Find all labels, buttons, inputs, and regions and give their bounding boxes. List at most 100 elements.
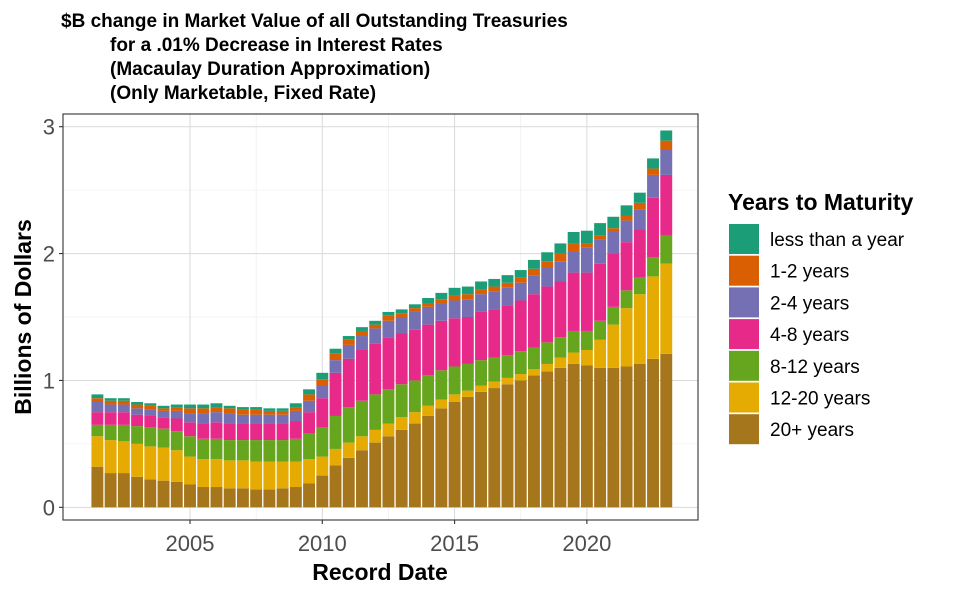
- bar-segment: [448, 300, 461, 319]
- bar-segment: [250, 414, 263, 424]
- title-line-1: $B change in Market Value of all Outstan…: [61, 11, 568, 32]
- bar-segment: [580, 272, 593, 331]
- bar-segment: [541, 261, 554, 268]
- bar-segment: [461, 396, 474, 508]
- y-tick-label: 0: [43, 495, 55, 520]
- bar-segment: [144, 427, 157, 447]
- bar-segment: [223, 413, 236, 424]
- bar-segment: [369, 442, 382, 508]
- bar-segment: [594, 367, 607, 508]
- bar-segment: [104, 473, 117, 508]
- bar-segment: [528, 375, 540, 508]
- bar-segment: [488, 381, 501, 389]
- bar-segment: [633, 363, 646, 508]
- bar-segment: [435, 399, 448, 409]
- bar-segment: [104, 400, 117, 405]
- legend-label: less than a year: [770, 230, 905, 251]
- bar-segment: [660, 130, 673, 141]
- bar-segment: [184, 456, 196, 485]
- chart-title: $B change in Market Value of all Outstan…: [61, 11, 568, 104]
- bar-segment: [647, 168, 659, 175]
- bar-segment: [633, 202, 646, 210]
- bar-segment: [620, 290, 633, 309]
- bar-segment: [369, 394, 382, 430]
- bar-segment: [461, 299, 474, 317]
- bar-segment: [541, 286, 554, 343]
- bar-segment: [594, 223, 607, 236]
- bar-segment: [197, 408, 210, 414]
- bar-segment: [223, 488, 236, 508]
- bar-segment: [170, 481, 183, 508]
- bar-segment: [236, 423, 249, 441]
- bar-segment: [408, 412, 421, 424]
- bar-segment: [369, 328, 382, 344]
- bar-segment: [157, 428, 170, 448]
- bar-segment: [91, 412, 104, 425]
- bar-segment: [223, 460, 236, 489]
- bar-segment: [488, 286, 501, 292]
- bar-segment: [461, 286, 474, 295]
- bar-segment: [144, 409, 157, 416]
- bar-segment: [448, 366, 461, 395]
- bar-segment: [607, 306, 620, 325]
- bar-segment: [197, 487, 210, 508]
- bar-segment: [475, 281, 487, 290]
- bar-segment: [329, 348, 342, 354]
- bar-segment: [276, 414, 289, 424]
- bar-segment: [303, 459, 316, 484]
- bar-segment: [435, 292, 448, 300]
- bar-segment: [408, 308, 421, 312]
- bar-segment: [210, 403, 223, 408]
- bar-segment: [567, 330, 580, 353]
- bar-segment: [395, 333, 408, 385]
- bar-segment: [528, 294, 540, 348]
- bar-segment: [356, 349, 368, 401]
- legend-label: 20+ years: [770, 420, 854, 441]
- bar-segment: [660, 235, 673, 264]
- x-tick-label: 2015: [430, 531, 479, 556]
- bar-segment: [580, 230, 593, 244]
- bar-segment: [607, 228, 620, 232]
- bar-segment: [342, 442, 355, 458]
- bar-segment: [342, 336, 355, 340]
- bar-segment: [541, 371, 554, 508]
- bar-segment: [528, 347, 540, 370]
- bar-segment: [157, 408, 170, 411]
- bar-segment: [554, 281, 567, 338]
- bar-segment: [263, 489, 276, 508]
- legend-label: 4-8 years: [770, 325, 849, 346]
- bar-segment: [382, 315, 395, 321]
- bar-segment: [594, 339, 607, 368]
- bar-segment: [422, 324, 435, 376]
- y-tick-label: 3: [43, 115, 55, 140]
- bar-segment: [303, 483, 316, 508]
- bar-segment: [131, 426, 144, 444]
- bar-segment: [329, 372, 342, 416]
- bar-segment: [448, 402, 461, 508]
- bar-segment: [501, 384, 514, 508]
- bar-segment: [223, 405, 236, 409]
- bar-segment: [501, 287, 514, 306]
- bar-segment: [607, 231, 620, 254]
- bar-segment: [91, 402, 104, 413]
- legend: Years to Maturity less than a year 1-2 ye…: [728, 189, 914, 445]
- bar-segment: [528, 275, 540, 295]
- bar-segment: [342, 407, 355, 443]
- bar-segment: [356, 336, 368, 350]
- bar-segment: [660, 140, 673, 150]
- x-tick-label: 2005: [166, 531, 215, 556]
- bar-segment: [461, 294, 474, 300]
- bar-segment: [541, 342, 554, 364]
- bar-segment: [144, 403, 157, 406]
- bar-segment: [276, 488, 289, 508]
- bar-segment: [620, 366, 633, 508]
- legend-label: 12-20 years: [770, 389, 870, 410]
- bar-segment: [329, 415, 342, 449]
- bar-segment: [356, 327, 368, 331]
- bar-segment: [263, 440, 276, 462]
- bar-segment: [117, 404, 130, 413]
- bar-segment: [541, 252, 554, 262]
- bar-segment: [91, 424, 104, 437]
- bar-segment: [580, 243, 593, 248]
- bar-segment: [184, 484, 196, 508]
